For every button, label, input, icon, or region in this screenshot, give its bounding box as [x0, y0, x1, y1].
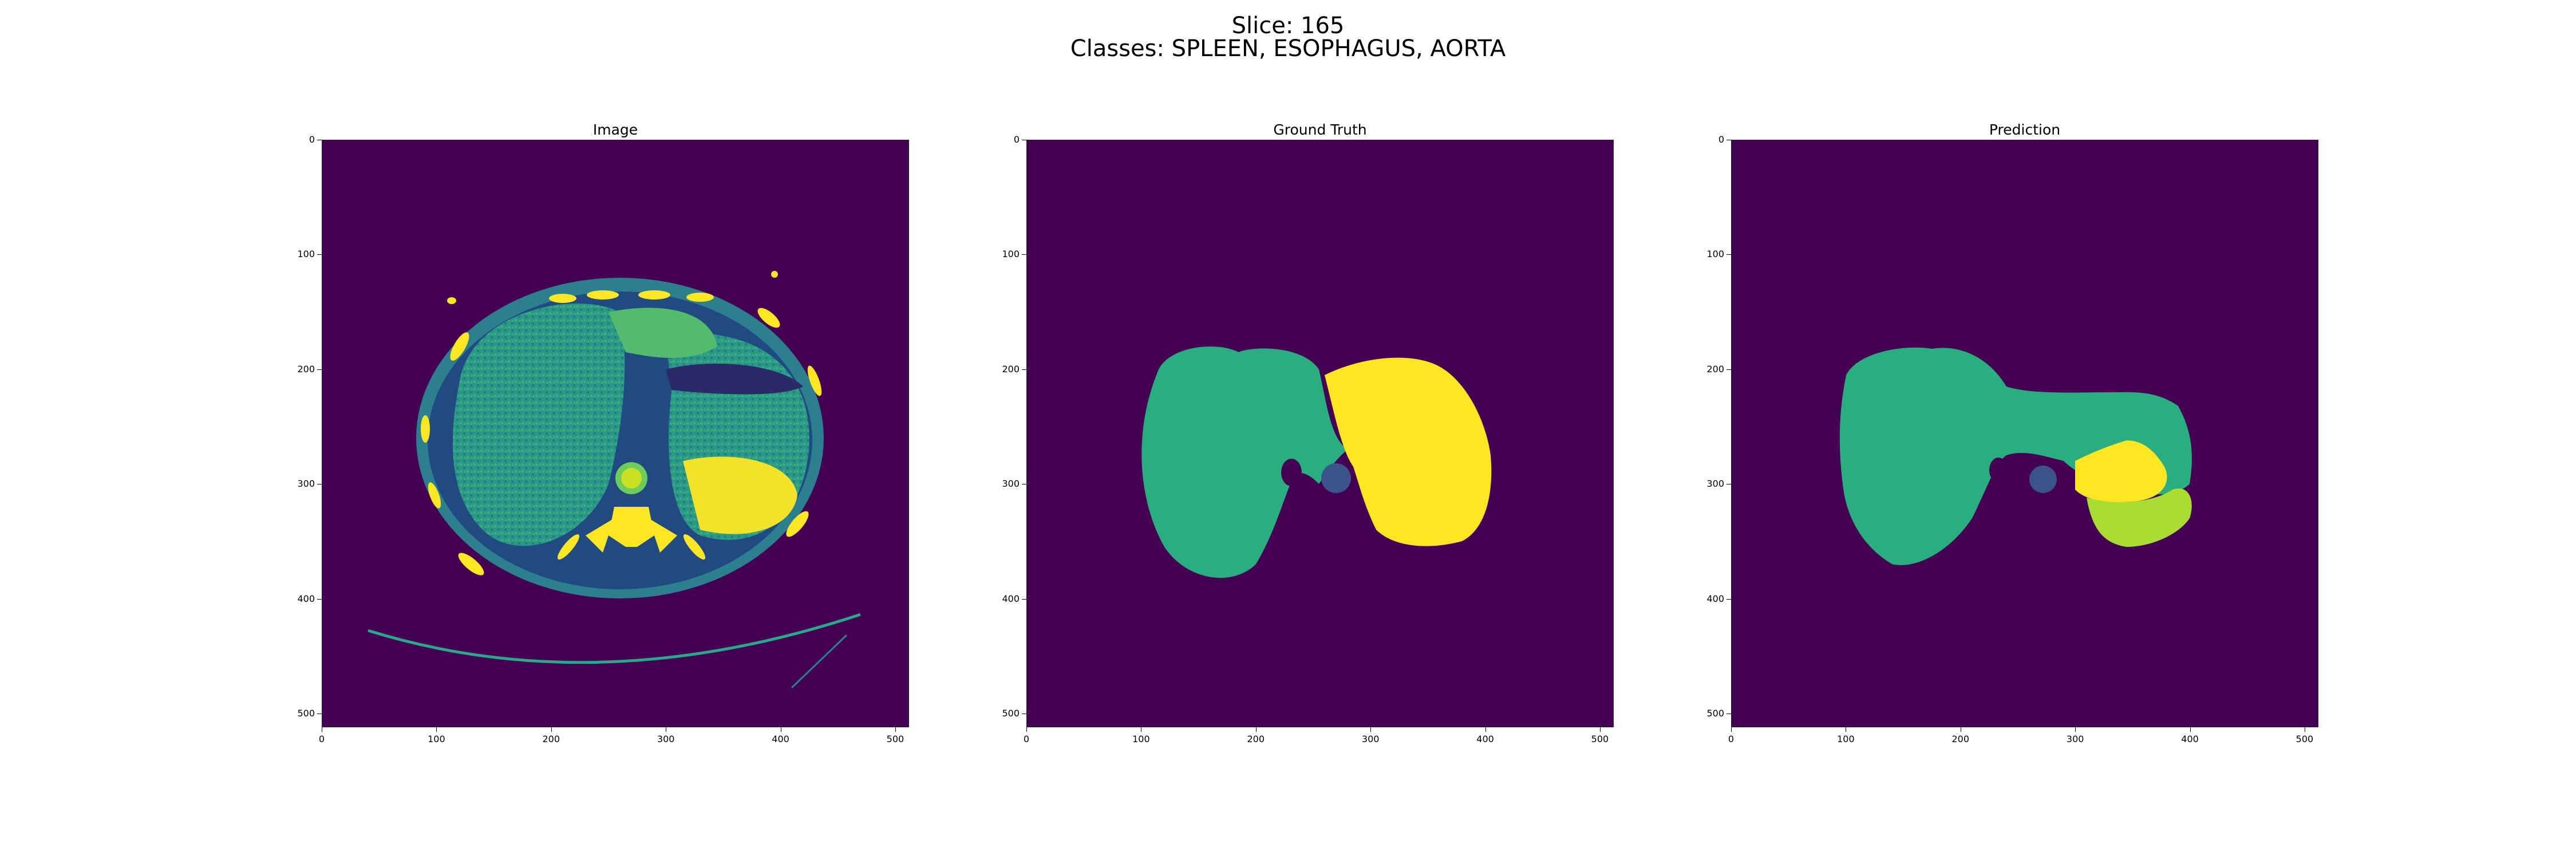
x-tick-label: 100	[428, 734, 445, 744]
y-tick-label: 100	[1706, 249, 1724, 260]
x-tick-label: 300	[2066, 734, 2084, 744]
x-tick-mark	[895, 727, 896, 732]
x-tick-label: 400	[772, 734, 789, 744]
y-tick-label: 300	[1002, 478, 1020, 490]
x-tick-label: 0	[1023, 734, 1030, 744]
x-tick-mark	[436, 727, 437, 732]
x-tick-label: 100	[1837, 734, 1855, 744]
prediction-mask	[1839, 347, 2192, 565]
y-tick-label: 200	[1706, 363, 1724, 375]
x-tick-label: 200	[542, 734, 560, 744]
x-tick-label: 200	[1951, 734, 1970, 744]
y-tick-mark	[1726, 254, 1731, 255]
y-tick-label: 200	[297, 363, 315, 375]
y-tick-mark	[317, 254, 322, 255]
y-tick-mark	[1726, 598, 1731, 600]
y-tick-label: 400	[1002, 593, 1020, 604]
y-tick-label: 400	[297, 593, 315, 604]
y-tick-mark	[317, 598, 322, 600]
y-tick-label: 300	[1706, 478, 1724, 490]
x-tick-label: 400	[2181, 734, 2199, 744]
prediction-axes	[1731, 140, 2318, 727]
y-tick-mark	[317, 369, 322, 370]
x-tick-mark	[1599, 727, 1601, 732]
y-tick-label: 200	[1002, 363, 1020, 375]
y-tick-label: 300	[297, 478, 315, 490]
x-tick-label: 400	[1476, 734, 1494, 744]
gt-region-green	[1141, 346, 1348, 578]
y-tick-label: 0	[1718, 134, 1724, 145]
x-tick-label: 200	[1247, 734, 1265, 744]
panel-title-ground-truth: Ground Truth	[1273, 121, 1367, 138]
image-axes	[322, 140, 909, 727]
figure-title-line1: Slice: 165	[1231, 13, 1345, 39]
panel-title-prediction: Prediction	[1989, 121, 2061, 138]
x-tick-label: 500	[886, 734, 904, 744]
x-tick-label: 300	[657, 734, 675, 744]
x-tick-mark	[1255, 727, 1257, 732]
y-tick-label: 100	[297, 249, 315, 260]
ct-slice-image	[368, 271, 861, 689]
x-tick-label: 300	[1361, 734, 1380, 744]
y-tick-label: 400	[1706, 593, 1724, 604]
x-tick-label: 500	[2296, 734, 2314, 744]
pred-region-lime	[2087, 488, 2192, 547]
pred-region-yellow	[2075, 440, 2167, 503]
x-tick-mark	[1731, 727, 1732, 732]
x-tick-mark	[1485, 727, 1486, 732]
y-tick-label: 500	[1706, 707, 1724, 719]
x-tick-mark	[1370, 727, 1372, 732]
pred-region-purple	[2029, 466, 2057, 493]
x-tick-label: 500	[1591, 734, 1609, 744]
y-tick-mark	[1022, 254, 1026, 255]
x-tick-label: 0	[1728, 734, 1735, 744]
ground-truth-axes	[1026, 140, 1614, 727]
gt-region-purple	[1321, 463, 1351, 493]
x-tick-mark	[2190, 727, 2191, 732]
y-tick-label: 500	[297, 707, 315, 719]
y-tick-label: 0	[1013, 134, 1020, 145]
x-tick-mark	[2075, 727, 2076, 732]
ground-truth-mask	[1141, 346, 1492, 578]
y-tick-mark	[1022, 369, 1026, 370]
x-tick-label: 100	[1132, 734, 1150, 744]
figure-title-line2: Classes: SPLEEN, ESOPHAGUS, AORTA	[1070, 36, 1506, 62]
y-tick-label: 100	[1002, 249, 1020, 260]
x-tick-mark	[551, 727, 552, 732]
x-tick-mark	[1026, 727, 1027, 732]
y-tick-label: 0	[309, 134, 315, 145]
y-tick-label: 500	[1002, 707, 1020, 719]
pred-region-green	[1839, 347, 2192, 565]
x-tick-label: 0	[318, 734, 325, 744]
gt-region-yellow	[1325, 357, 1492, 546]
panel-title-image: Image	[592, 121, 638, 138]
y-tick-mark	[1022, 598, 1026, 600]
y-tick-mark	[1726, 369, 1731, 370]
